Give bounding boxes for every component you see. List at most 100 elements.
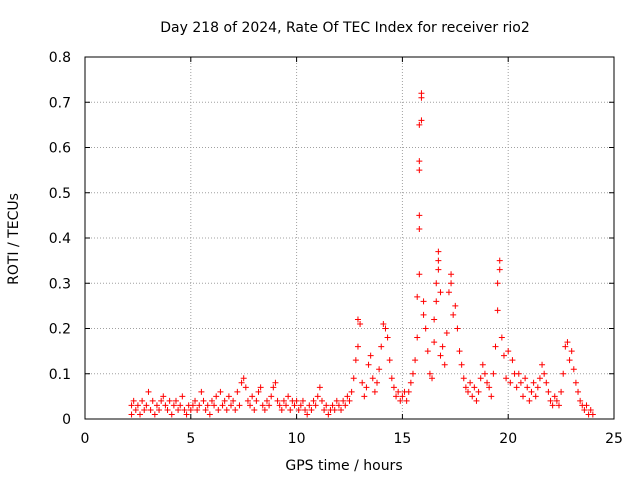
data-point (249, 393, 256, 400)
data-point (283, 402, 290, 409)
data-point (587, 406, 594, 413)
data-point (564, 339, 571, 346)
data-point (376, 366, 383, 373)
data-point (530, 379, 537, 386)
data-point (206, 411, 213, 418)
data-point (581, 406, 588, 413)
data-point (422, 325, 429, 332)
data-point (350, 375, 357, 382)
data-point (179, 393, 186, 400)
y-tick-label: 0 (62, 412, 71, 428)
data-point (342, 402, 349, 409)
data-point (416, 225, 423, 232)
data-point (177, 402, 184, 409)
x-tick-label: 20 (499, 431, 517, 447)
data-point (577, 397, 584, 404)
data-point (448, 280, 455, 287)
data-point (477, 375, 484, 382)
x-tick-label: 15 (393, 431, 411, 447)
data-point (551, 393, 558, 400)
data-point (183, 411, 190, 418)
data-point (189, 402, 196, 409)
data-point (261, 406, 268, 413)
data-point (299, 397, 306, 404)
data-point (352, 357, 359, 364)
x-axis-label: GPS time / hours (285, 458, 402, 474)
data-point (134, 402, 141, 409)
data-point (346, 397, 353, 404)
data-point (456, 348, 463, 355)
data-point (198, 388, 205, 395)
y-tick-label: 0.5 (49, 186, 71, 202)
data-point (458, 361, 465, 368)
data-point (403, 397, 410, 404)
data-point (388, 375, 395, 382)
data-point (467, 379, 474, 386)
data-point (450, 311, 457, 318)
data-point (367, 352, 374, 359)
data-point (494, 280, 501, 287)
x-tick-label: 5 (186, 431, 195, 447)
data-point (418, 90, 425, 97)
data-point (306, 402, 313, 409)
data-point (340, 397, 347, 404)
data-point (405, 388, 412, 395)
y-tick-label: 0.8 (49, 50, 71, 66)
data-point (232, 406, 239, 413)
data-points (128, 90, 596, 418)
axis-ticks: 0 5 10 15 20 25 0 0.1 0.2 0.3 0.4 0.5 0.6 0.7 0.8 (49, 50, 623, 447)
data-point (291, 402, 298, 409)
data-point (141, 406, 148, 413)
data-point (568, 348, 575, 355)
data-point (149, 397, 156, 404)
data-point (414, 334, 421, 341)
data-point (445, 289, 452, 296)
data-point (484, 379, 491, 386)
data-point (448, 271, 455, 278)
data-point (211, 402, 218, 409)
data-point (240, 375, 247, 382)
data-point (151, 411, 158, 418)
data-point (194, 406, 201, 413)
data-point (272, 379, 279, 386)
data-point (572, 379, 579, 386)
data-point (196, 402, 203, 409)
data-point (244, 397, 251, 404)
data-point (137, 411, 144, 418)
data-point (390, 384, 397, 391)
data-point (416, 212, 423, 219)
data-point (536, 375, 543, 382)
data-point (331, 406, 338, 413)
data-point (429, 375, 436, 382)
data-point (473, 397, 480, 404)
data-point (202, 406, 209, 413)
data-point (354, 343, 361, 350)
data-point (420, 298, 427, 305)
data-point (268, 393, 275, 400)
y-tick-label: 0.4 (49, 231, 71, 247)
data-point (164, 406, 171, 413)
data-point (293, 397, 300, 404)
data-point (160, 393, 167, 400)
data-point (545, 388, 552, 395)
data-point (251, 406, 258, 413)
data-point (412, 357, 419, 364)
data-point (505, 348, 512, 355)
data-point (361, 393, 368, 400)
data-point (522, 375, 529, 382)
data-point (204, 402, 211, 409)
y-tick-label: 0.7 (49, 95, 71, 111)
data-point (338, 406, 345, 413)
data-point (263, 397, 270, 404)
data-point (132, 406, 139, 413)
data-point (278, 406, 285, 413)
data-point (208, 397, 215, 404)
data-point (452, 302, 459, 309)
data-point (380, 320, 387, 327)
data-point (416, 121, 423, 128)
data-point (435, 257, 442, 264)
data-point (247, 402, 254, 409)
data-point (128, 402, 135, 409)
data-point (494, 307, 501, 314)
